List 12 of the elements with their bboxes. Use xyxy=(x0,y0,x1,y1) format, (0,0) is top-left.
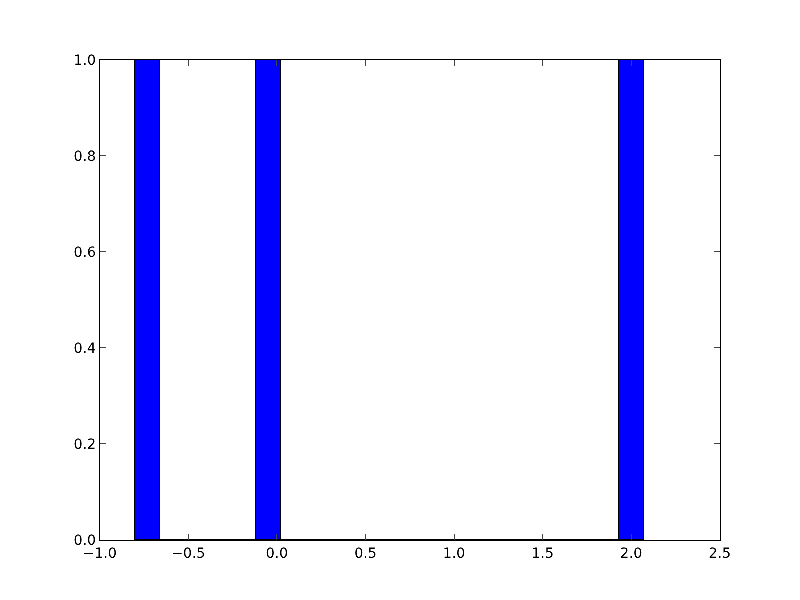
y-tick-label: 1.0 xyxy=(74,52,96,69)
y-tick-label: 0.8 xyxy=(74,148,96,165)
x-tick-label: 0.0 xyxy=(266,546,288,562)
y-tick-label: 0.4 xyxy=(74,340,96,357)
y-tick-label: 0.6 xyxy=(74,244,96,261)
x-tick-label: 1.0 xyxy=(443,546,466,562)
y-tick-label: 0.2 xyxy=(74,436,96,453)
x-tick-label: 0.5 xyxy=(354,546,377,562)
x-tick-label: 2.5 xyxy=(708,546,732,562)
x-tick-label: 2.0 xyxy=(620,546,643,562)
x-tick-label: 1.5 xyxy=(532,546,554,562)
x-tick-label: −0.5 xyxy=(172,546,206,562)
